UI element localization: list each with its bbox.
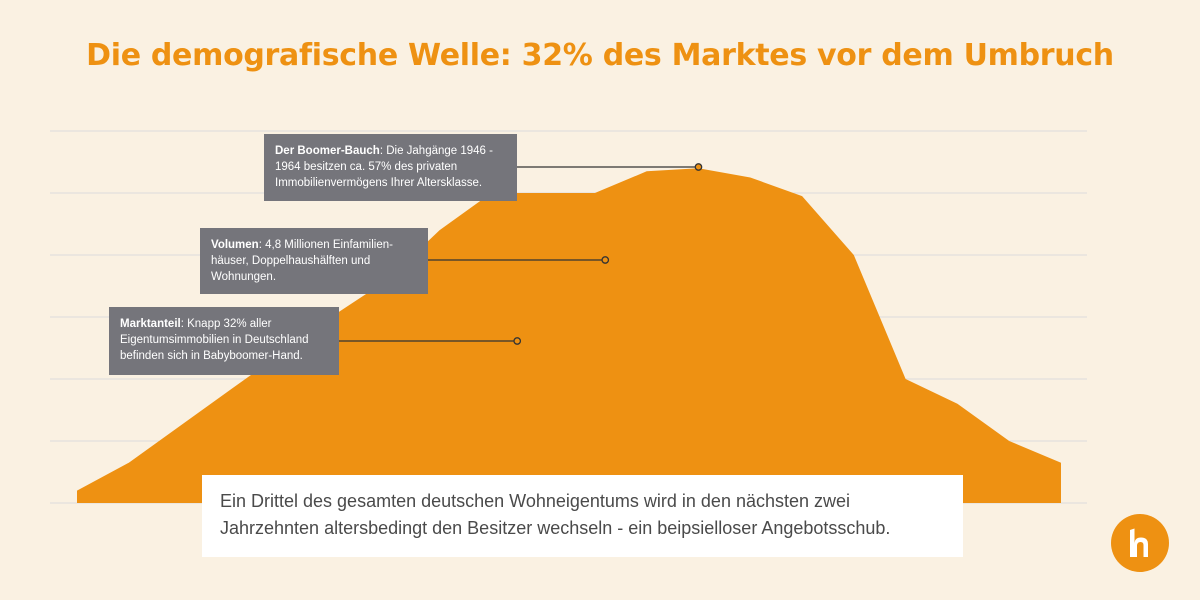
- annotation-point-volumen: [601, 256, 610, 264]
- callout-marktanteil-label: Marktanteil: [120, 318, 181, 330]
- annotation-point-boomer-bauch: [694, 163, 703, 171]
- page-title: Die demografische Welle: 32% des Marktes…: [86, 38, 1114, 73]
- callout-marktanteil: Marktanteil: Knapp 32% aller Eigentumsim…: [109, 307, 339, 375]
- callout-volumen: Volumen: 4,8 Millionen Einfamilien-häuse…: [200, 228, 428, 294]
- callout-volumen-label: Volumen: [211, 239, 259, 251]
- summary-caption: Ein Drittel des gesamten deutschen Wohne…: [202, 475, 963, 557]
- area-series: [77, 168, 1061, 503]
- callout-leaders: [339, 163, 703, 345]
- callout-volumen-text: : 4,8 Millionen Einfamilien-häuser, Dopp…: [211, 239, 393, 283]
- callout-boomer-bauch: Der Boomer-Bauch: Die Jahgänge 1946 - 19…: [264, 134, 517, 201]
- callout-marktanteil-text: : Knapp 32% aller Eigentumsimmobilien in…: [120, 318, 309, 362]
- house-h-logo-icon: [1111, 514, 1169, 572]
- callout-boomer-bauch-label: Der Boomer-Bauch: [275, 145, 380, 157]
- annotation-point-marktanteil: [513, 337, 522, 345]
- callout-boomer-bauch-text: : Die Jahgänge 1946 - 1964 besitzen ca. …: [275, 145, 493, 189]
